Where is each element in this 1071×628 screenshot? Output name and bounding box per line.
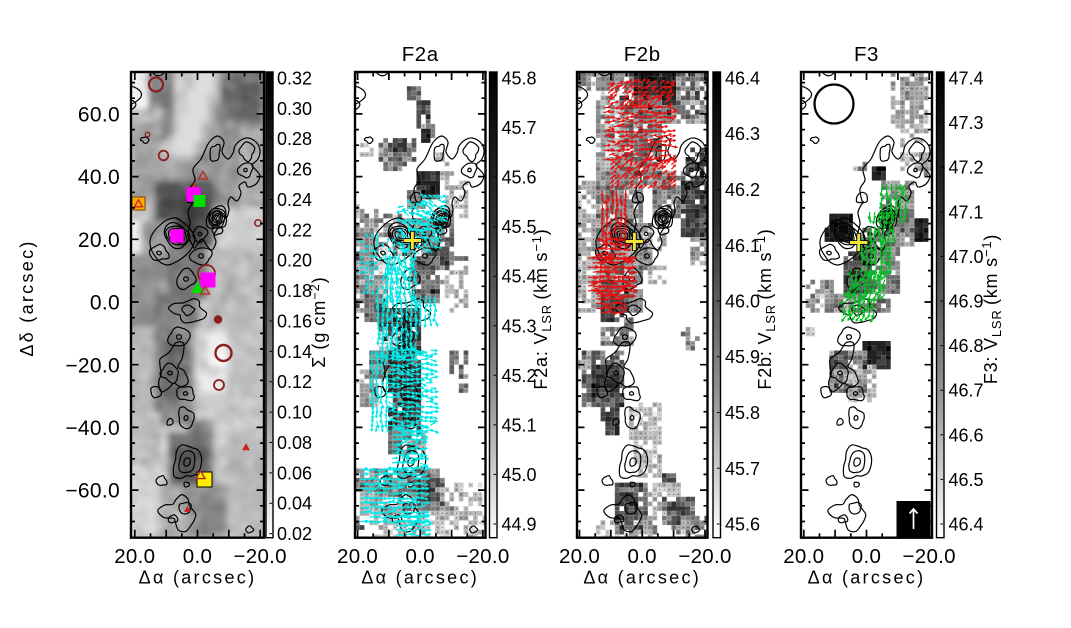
svg-text:45.4: 45.4 bbox=[502, 267, 537, 287]
svg-text:46.9: 46.9 bbox=[949, 292, 984, 312]
svg-text:60.0: 60.0 bbox=[78, 104, 120, 127]
svg-text:46.3: 46.3 bbox=[725, 124, 760, 144]
svg-text:0.30: 0.30 bbox=[277, 99, 312, 119]
svg-text:47.3: 47.3 bbox=[949, 113, 984, 133]
svg-text:45.6: 45.6 bbox=[725, 515, 760, 535]
svg-text:45.9: 45.9 bbox=[725, 347, 760, 367]
svg-text:Δα (arcsec): Δα (arcsec) bbox=[583, 568, 701, 588]
svg-text:45.7: 45.7 bbox=[725, 459, 760, 479]
svg-text:0.0: 0.0 bbox=[405, 545, 434, 568]
svg-text:45.0: 45.0 bbox=[502, 465, 537, 485]
svg-text:F3: F3 bbox=[854, 43, 879, 66]
svg-text:20.0: 20.0 bbox=[114, 545, 155, 568]
svg-text:Δα (arcsec): Δα (arcsec) bbox=[361, 568, 479, 588]
svg-text:−20.0: −20.0 bbox=[903, 545, 956, 568]
svg-text:20.0: 20.0 bbox=[337, 545, 378, 568]
svg-text:47.0: 47.0 bbox=[949, 247, 984, 267]
svg-text:20.0: 20.0 bbox=[783, 545, 824, 568]
svg-text:0.0: 0.0 bbox=[183, 545, 212, 568]
svg-text:47.1: 47.1 bbox=[949, 202, 984, 222]
svg-text:0.02: 0.02 bbox=[277, 524, 312, 544]
svg-text:Δδ (arcsec): Δδ (arcsec) bbox=[17, 239, 37, 356]
svg-text:0.32: 0.32 bbox=[277, 69, 312, 89]
svg-text:0.08: 0.08 bbox=[277, 433, 312, 453]
svg-text:−60.0: −60.0 bbox=[65, 480, 120, 503]
svg-text:47.4: 47.4 bbox=[949, 69, 984, 89]
svg-text:F3: VLSR (km s−1): F3: VLSR (km s−1) bbox=[979, 234, 1004, 384]
svg-text:0.28: 0.28 bbox=[277, 129, 312, 149]
svg-text:F2b: F2b bbox=[624, 43, 661, 66]
svg-text:Δα (arcsec): Δα (arcsec) bbox=[808, 568, 926, 588]
svg-text:0.0: 0.0 bbox=[627, 545, 656, 568]
svg-text:46.8: 46.8 bbox=[949, 336, 984, 356]
svg-text:0.22: 0.22 bbox=[277, 220, 312, 240]
svg-text:0.16: 0.16 bbox=[277, 312, 312, 332]
svg-text:0.18: 0.18 bbox=[277, 281, 312, 301]
svg-text:45.2: 45.2 bbox=[502, 366, 537, 386]
svg-text:F2a: VLSR (km s−1): F2a: VLSR (km s−1) bbox=[529, 228, 554, 389]
svg-text:0.0: 0.0 bbox=[90, 292, 120, 315]
svg-text:20.0: 20.0 bbox=[78, 229, 120, 252]
svg-text:46.6: 46.6 bbox=[949, 425, 984, 445]
svg-text:0.04: 0.04 bbox=[277, 494, 312, 514]
svg-text:0.12: 0.12 bbox=[277, 372, 312, 392]
svg-text:46.4: 46.4 bbox=[949, 515, 984, 535]
svg-text:20.0: 20.0 bbox=[559, 545, 600, 568]
svg-text:0.10: 0.10 bbox=[277, 403, 312, 423]
svg-text:46.5: 46.5 bbox=[949, 470, 984, 490]
svg-text:45.8: 45.8 bbox=[725, 403, 760, 423]
svg-text:F2a: F2a bbox=[402, 43, 439, 66]
svg-text:45.5: 45.5 bbox=[502, 217, 537, 237]
svg-text:44.9: 44.9 bbox=[502, 515, 537, 535]
svg-text:−20.0: −20.0 bbox=[65, 354, 120, 377]
svg-text:−20.0: −20.0 bbox=[456, 545, 509, 568]
svg-text:46.2: 46.2 bbox=[725, 180, 760, 200]
svg-text:Δα (arcsec): Δα (arcsec) bbox=[139, 568, 257, 588]
svg-text:0.06: 0.06 bbox=[277, 463, 312, 483]
svg-text:0.24: 0.24 bbox=[277, 190, 312, 210]
svg-text:46.0: 46.0 bbox=[725, 292, 760, 312]
svg-text:45.7: 45.7 bbox=[502, 118, 537, 138]
svg-text:−20.0: −20.0 bbox=[234, 545, 287, 568]
svg-text:47.2: 47.2 bbox=[949, 158, 984, 178]
svg-text:46.4: 46.4 bbox=[725, 69, 760, 89]
svg-text:0.14: 0.14 bbox=[277, 342, 312, 362]
svg-text:0.0: 0.0 bbox=[852, 545, 881, 568]
svg-text:45.3: 45.3 bbox=[502, 316, 537, 336]
svg-text:−20.0: −20.0 bbox=[678, 545, 731, 568]
svg-text:40.0: 40.0 bbox=[78, 166, 120, 189]
svg-text:−40.0: −40.0 bbox=[65, 417, 120, 440]
svg-text:45.8: 45.8 bbox=[502, 69, 537, 89]
svg-text:0.26: 0.26 bbox=[277, 160, 312, 180]
svg-text:45.6: 45.6 bbox=[502, 168, 537, 188]
svg-text:45.1: 45.1 bbox=[502, 415, 537, 435]
svg-text:0.20: 0.20 bbox=[277, 251, 312, 271]
svg-text:46.7: 46.7 bbox=[949, 381, 984, 401]
svg-text:46.1: 46.1 bbox=[725, 236, 760, 256]
